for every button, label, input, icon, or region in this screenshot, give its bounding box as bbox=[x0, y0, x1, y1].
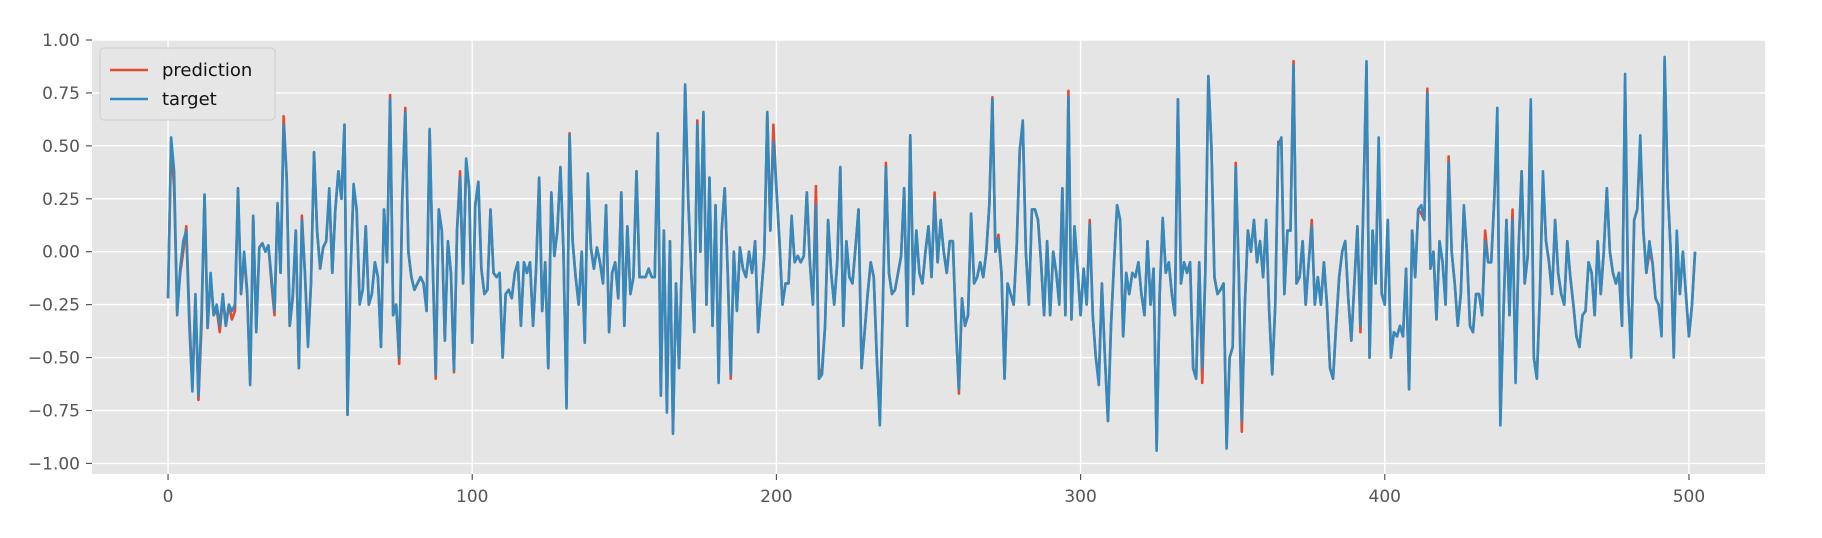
y-tick-label: 0.25 bbox=[42, 190, 80, 210]
y-tick-label: 0.50 bbox=[42, 137, 80, 157]
y-tick-label: 1.00 bbox=[42, 31, 80, 51]
legend-label-prediction: prediction bbox=[162, 60, 252, 81]
y-tick-label: 0.75 bbox=[42, 84, 80, 104]
series-lines bbox=[166, 55, 1697, 453]
x-tick-label: 200 bbox=[760, 487, 792, 507]
y-tick-label: −1.00 bbox=[28, 454, 80, 474]
x-tick-label: 300 bbox=[1064, 487, 1096, 507]
legend-box bbox=[99, 47, 276, 121]
x-tick-label: 100 bbox=[456, 487, 488, 507]
series-line-target bbox=[166, 55, 1697, 453]
y-tick-label: −0.75 bbox=[28, 401, 80, 421]
y-tick-label: −0.25 bbox=[28, 296, 80, 316]
x-tick-label: 0 bbox=[163, 487, 174, 507]
y-tick-label: −0.50 bbox=[28, 349, 80, 369]
axes: 1.00 0.75 0.50 0.25 0.00 −0.25 −0.50 −0.75 −1.00… bbox=[28, 31, 1705, 507]
x-tick-label: 400 bbox=[1369, 487, 1401, 507]
x-tick-label: 500 bbox=[1673, 487, 1705, 507]
legend: prediction target bbox=[99, 47, 276, 121]
legend-label-target: target bbox=[162, 89, 217, 110]
y-tick-label: 0.00 bbox=[42, 243, 80, 263]
